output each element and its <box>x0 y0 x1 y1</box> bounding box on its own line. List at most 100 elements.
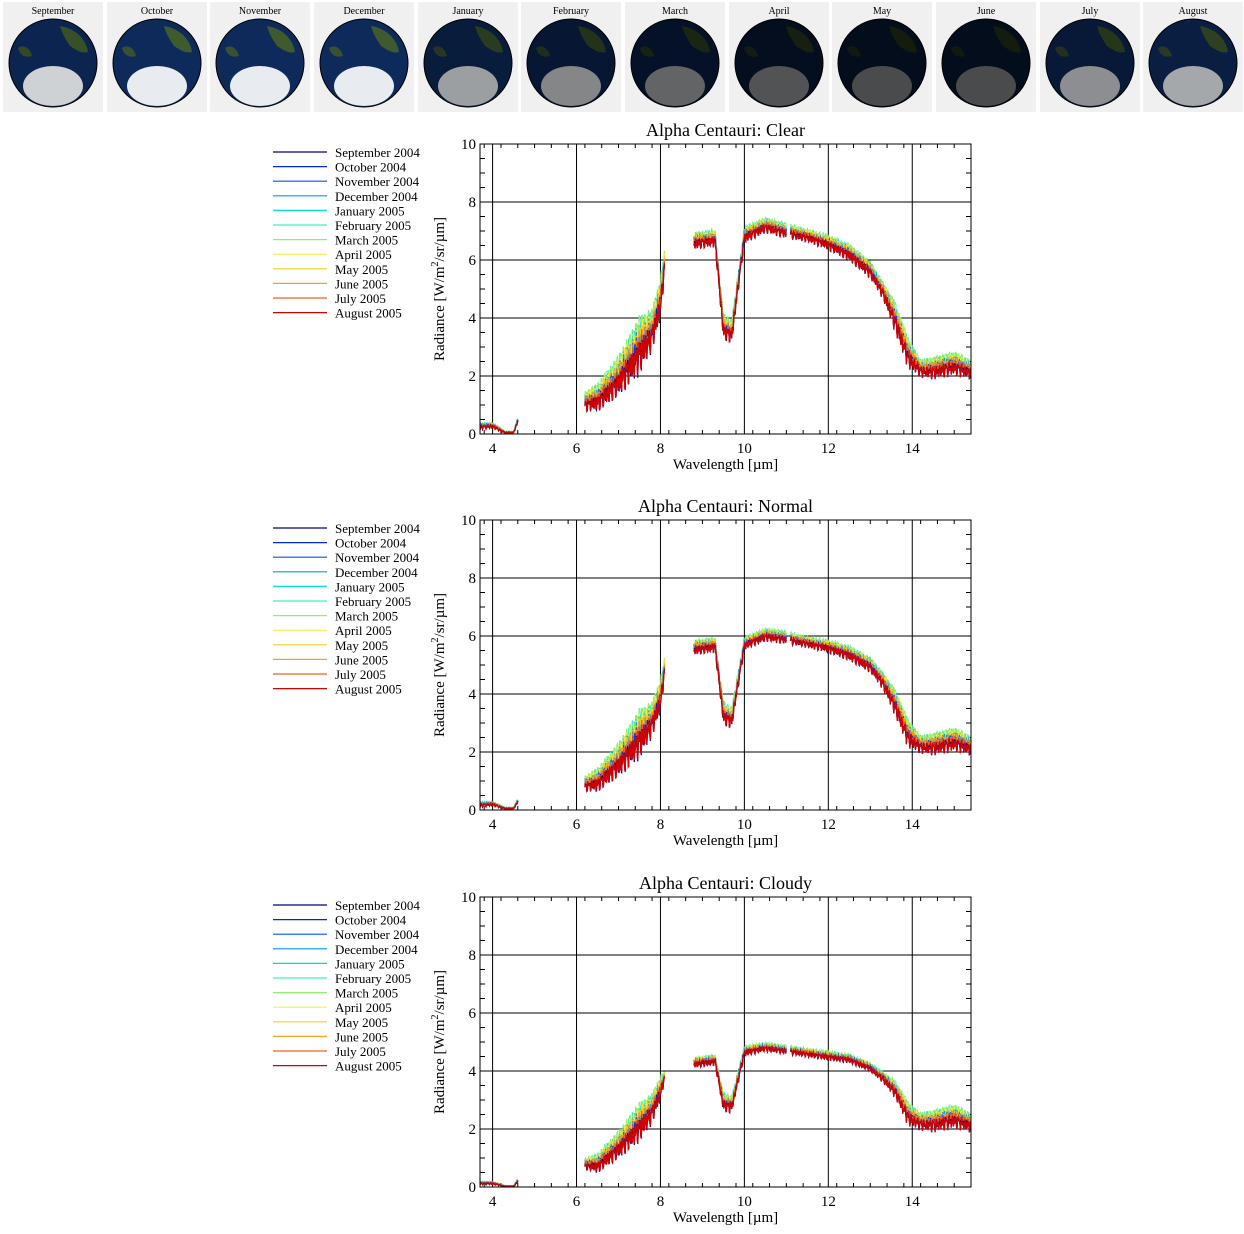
y-tick-label: 6 <box>469 629 477 645</box>
x-tick-label: 10 <box>737 1194 752 1210</box>
legend-label: November 2004 <box>335 174 420 189</box>
x-tick-label: 12 <box>821 1194 836 1210</box>
globe-month-label: July <box>1081 6 1099 17</box>
legend-label: March 2005 <box>335 233 398 248</box>
legend-label: March 2005 <box>335 986 398 1001</box>
globe-month-label: August <box>1178 6 1208 17</box>
globe-cell: August <box>1143 2 1243 112</box>
globe-month-label: January <box>452 6 484 17</box>
globe-cell: October <box>107 2 207 112</box>
series-line <box>479 1044 972 1188</box>
globe-month-label: December <box>343 6 385 17</box>
globe-image <box>319 18 409 108</box>
legend-label: July 2005 <box>335 291 386 306</box>
globe-image <box>526 18 616 108</box>
series-line <box>479 1043 972 1188</box>
legend-label: April 2005 <box>335 1000 392 1015</box>
series-line <box>479 224 972 435</box>
x-tick-label: 6 <box>573 441 581 457</box>
globe-image <box>1148 18 1238 108</box>
globe-cell: April <box>729 2 829 112</box>
y-tick-label: 4 <box>469 687 477 703</box>
y-tick-label: 2 <box>469 745 477 761</box>
globe-month-label: September <box>31 6 75 17</box>
plot-frame <box>479 519 972 811</box>
legend-label: June 2005 <box>335 1029 388 1044</box>
legend-label: December 2004 <box>335 189 418 204</box>
globe-image <box>1045 18 1135 108</box>
legend-label: December 2004 <box>335 565 418 580</box>
globe-month-label: April <box>768 6 790 17</box>
x-tick-label: 6 <box>573 1194 581 1210</box>
y-tick-label: 4 <box>469 311 477 327</box>
y-tick-label: 10 <box>461 137 476 153</box>
series-line <box>479 1040 972 1187</box>
x-tick-label: 12 <box>821 441 836 457</box>
y-tick-label: 0 <box>469 1180 477 1196</box>
legend-label: June 2005 <box>335 276 388 291</box>
x-tick-label: 6 <box>573 817 581 833</box>
y-tick-label: 6 <box>469 253 477 269</box>
legend-label: February 2005 <box>335 594 411 609</box>
legend-label: December 2004 <box>335 942 418 957</box>
globe-month-label: February <box>552 6 590 17</box>
series-line <box>479 1042 972 1188</box>
globe-image <box>423 18 513 108</box>
y-tick-label: 6 <box>469 1006 477 1022</box>
x-tick-label: 8 <box>657 441 665 457</box>
series-line <box>479 1041 972 1187</box>
legend-label: April 2005 <box>335 623 392 638</box>
x-tick-label: 10 <box>737 441 752 457</box>
legend-label: April 2005 <box>335 247 392 262</box>
y-axis-label: Radiance [W/m2/sr/µm] <box>430 970 448 1114</box>
globe-image <box>215 18 305 108</box>
plot-frame <box>479 896 972 1188</box>
chart-title: Alpha Centauri: Cloudy <box>639 873 812 893</box>
globe-image <box>941 18 1031 108</box>
x-axis-label: Wavelength [µm] <box>673 833 778 849</box>
globe-image <box>8 18 98 108</box>
legend-label: August 2005 <box>335 682 402 697</box>
globe-strip: September October November December January F… <box>0 0 1244 116</box>
series-line <box>479 632 972 811</box>
y-tick-label: 0 <box>469 427 477 443</box>
x-tick-label: 8 <box>657 1194 665 1210</box>
series-line <box>479 1041 972 1187</box>
legend-label: September 2004 <box>335 898 420 913</box>
globe-cell: January <box>418 2 518 112</box>
legend-label: February 2005 <box>335 218 411 233</box>
series-line <box>479 1043 972 1188</box>
y-axis-label: Radiance [W/m2/sr/µm] <box>430 217 448 361</box>
x-axis-label: Wavelength [µm] <box>673 457 778 473</box>
legend-label: July 2005 <box>335 1044 386 1059</box>
globe-cell: February <box>521 2 621 112</box>
globe-month-label: March <box>661 6 689 17</box>
globe-month-label: May <box>872 6 892 17</box>
series-line <box>479 1041 972 1187</box>
y-tick-label: 8 <box>469 948 477 964</box>
globe-cell: June <box>936 2 1036 112</box>
legend-label: July 2005 <box>335 667 386 682</box>
legend-label: January 2005 <box>335 956 405 971</box>
series-line <box>479 1045 972 1188</box>
legend-label: October 2004 <box>335 160 407 175</box>
series-line <box>479 1045 972 1188</box>
y-axis-label: Radiance [W/m2/sr/µm] <box>430 593 448 737</box>
globe-month-label: June <box>976 6 996 17</box>
legend-label: October 2004 <box>335 536 407 551</box>
y-tick-label: 2 <box>469 369 477 385</box>
legend-label: August 2005 <box>335 1059 402 1074</box>
legend-label: May 2005 <box>335 262 388 277</box>
globe-image <box>630 18 720 108</box>
globe-month-label: October <box>140 6 174 17</box>
legend-label: January 2005 <box>335 203 405 218</box>
chart-title: Alpha Centauri: Clear <box>646 120 805 140</box>
x-tick-label: 10 <box>737 817 752 833</box>
globe-image <box>837 18 927 108</box>
x-tick-label: 12 <box>821 817 836 833</box>
globe-cell: July <box>1040 2 1140 112</box>
legend-label: June 2005 <box>335 652 388 667</box>
y-tick-label: 0 <box>469 803 477 819</box>
legend-label: November 2004 <box>335 927 420 942</box>
